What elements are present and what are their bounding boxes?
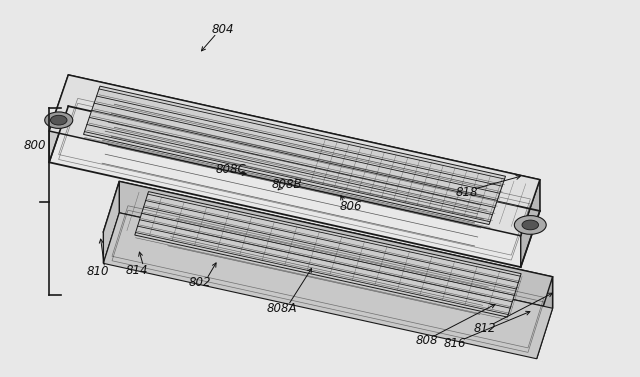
Polygon shape: [49, 75, 540, 236]
Polygon shape: [103, 181, 119, 264]
Polygon shape: [84, 86, 506, 225]
Polygon shape: [103, 181, 552, 327]
Text: 812: 812: [473, 322, 495, 335]
Polygon shape: [68, 75, 540, 211]
Text: 816: 816: [444, 337, 467, 350]
Text: 818: 818: [455, 187, 478, 199]
Polygon shape: [119, 181, 552, 308]
Text: 806: 806: [339, 200, 362, 213]
Text: 808A: 808A: [266, 302, 297, 316]
Text: 804: 804: [212, 23, 234, 36]
Text: 808C: 808C: [216, 163, 246, 176]
Polygon shape: [103, 213, 552, 359]
Text: 814: 814: [126, 264, 148, 277]
Text: 808B: 808B: [271, 178, 302, 190]
Polygon shape: [537, 277, 552, 359]
Polygon shape: [49, 75, 68, 162]
Circle shape: [522, 220, 539, 230]
Circle shape: [51, 115, 67, 125]
Polygon shape: [521, 180, 540, 267]
Polygon shape: [135, 192, 521, 317]
Text: 808: 808: [416, 334, 438, 346]
Text: 800: 800: [23, 139, 46, 152]
Circle shape: [45, 112, 73, 129]
Text: 810: 810: [87, 265, 109, 278]
Circle shape: [515, 216, 546, 234]
Text: 802: 802: [189, 276, 211, 289]
